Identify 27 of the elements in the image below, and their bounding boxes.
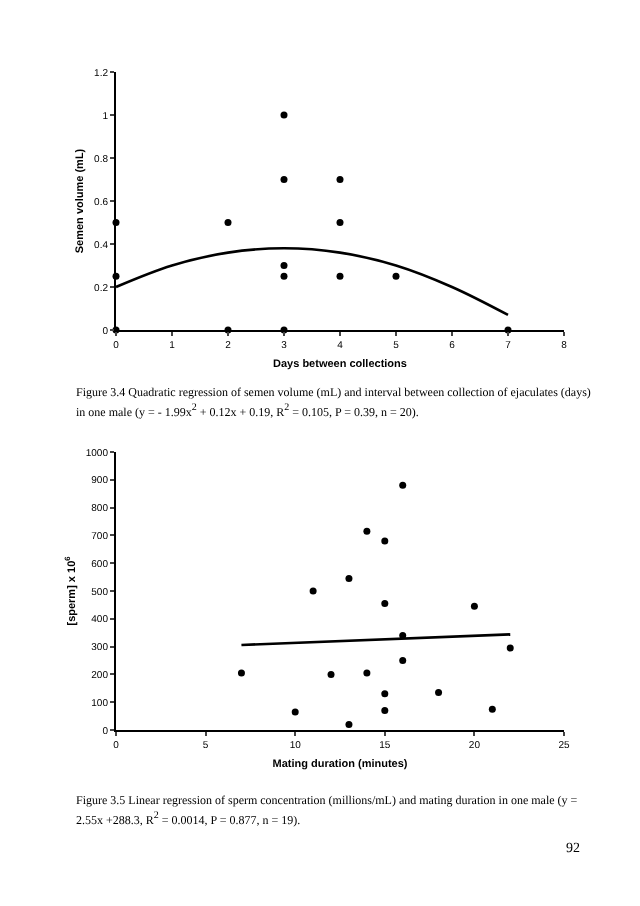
point: [280, 272, 288, 280]
point: [363, 669, 371, 677]
point: [280, 111, 288, 119]
point: [336, 272, 344, 280]
point: [392, 272, 400, 280]
point: [280, 176, 288, 183]
point: [399, 657, 407, 664]
point: [506, 644, 514, 652]
point: [309, 587, 317, 595]
point: [336, 176, 344, 183]
point: [237, 669, 245, 677]
point: [345, 574, 353, 582]
point: [399, 481, 407, 489]
point: [363, 527, 371, 535]
point: [224, 219, 232, 226]
point: [345, 720, 353, 728]
point: [280, 262, 288, 269]
point: [470, 602, 478, 610]
point: [381, 537, 389, 545]
point: [381, 690, 389, 698]
point: [381, 707, 389, 715]
point: [435, 688, 443, 696]
point: [488, 705, 496, 713]
point: [336, 219, 344, 226]
point: [291, 708, 299, 716]
point: [381, 600, 389, 608]
point: [327, 670, 335, 678]
